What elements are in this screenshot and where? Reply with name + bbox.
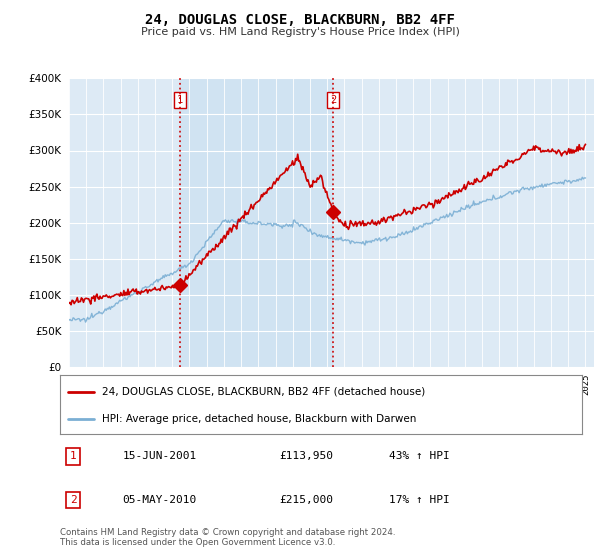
Bar — [180, 78, 333, 367]
Text: 2: 2 — [70, 495, 76, 505]
Text: 24, DOUGLAS CLOSE, BLACKBURN, BB2 4FF: 24, DOUGLAS CLOSE, BLACKBURN, BB2 4FF — [145, 13, 455, 27]
Text: 2: 2 — [330, 95, 336, 105]
Text: 1: 1 — [70, 451, 76, 461]
Text: Price paid vs. HM Land Registry's House Price Index (HPI): Price paid vs. HM Land Registry's House … — [140, 27, 460, 38]
Text: 05-MAY-2010: 05-MAY-2010 — [122, 495, 197, 505]
Text: 24, DOUGLAS CLOSE, BLACKBURN, BB2 4FF (detached house): 24, DOUGLAS CLOSE, BLACKBURN, BB2 4FF (d… — [102, 386, 425, 396]
Text: £113,950: £113,950 — [279, 451, 333, 461]
Text: HPI: Average price, detached house, Blackburn with Darwen: HPI: Average price, detached house, Blac… — [102, 414, 416, 424]
Text: Contains HM Land Registry data © Crown copyright and database right 2024.
This d: Contains HM Land Registry data © Crown c… — [60, 528, 395, 547]
Text: 43% ↑ HPI: 43% ↑ HPI — [389, 451, 449, 461]
Text: 17% ↑ HPI: 17% ↑ HPI — [389, 495, 449, 505]
Text: 15-JUN-2001: 15-JUN-2001 — [122, 451, 197, 461]
Text: 1: 1 — [177, 95, 184, 105]
Text: £215,000: £215,000 — [279, 495, 333, 505]
